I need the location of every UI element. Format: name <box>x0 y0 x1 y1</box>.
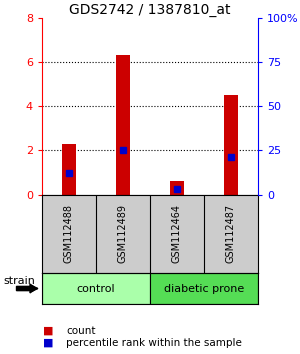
Bar <box>116 55 130 195</box>
Text: strain: strain <box>3 276 35 286</box>
Text: control: control <box>77 284 115 293</box>
Text: GSM112487: GSM112487 <box>226 204 236 263</box>
Text: GSM112488: GSM112488 <box>64 204 74 263</box>
Title: GDS2742 / 1387810_at: GDS2742 / 1387810_at <box>69 3 231 17</box>
Text: count: count <box>66 326 95 336</box>
Text: ■: ■ <box>43 338 53 348</box>
Text: percentile rank within the sample: percentile rank within the sample <box>66 338 242 348</box>
Text: ■: ■ <box>43 326 53 336</box>
Bar <box>62 144 76 195</box>
Text: GSM112464: GSM112464 <box>172 204 182 263</box>
Text: diabetic prone: diabetic prone <box>164 284 244 293</box>
Bar <box>224 95 238 195</box>
Bar <box>170 181 184 195</box>
Text: GSM112489: GSM112489 <box>118 204 128 263</box>
Bar <box>150 273 258 304</box>
Bar <box>42 273 150 304</box>
